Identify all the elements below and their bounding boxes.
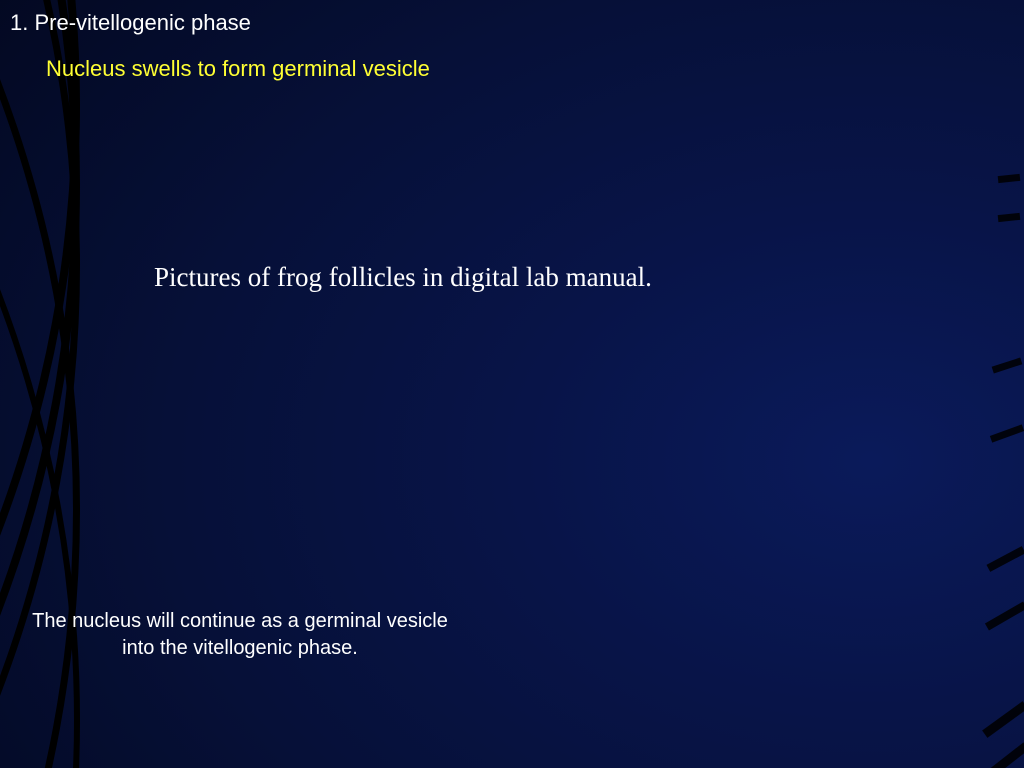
slide-heading: 1. Pre-vitellogenic phase	[10, 10, 251, 36]
slide-subheading: Nucleus swells to form germinal vesicle	[46, 56, 430, 82]
slide-content: 1. Pre-vitellogenic phase Nucleus swells…	[0, 0, 1024, 768]
slide-body-text: Pictures of frog follicles in digital la…	[154, 262, 652, 293]
slide-footer-text: The nucleus will continue as a germinal …	[30, 608, 450, 662]
